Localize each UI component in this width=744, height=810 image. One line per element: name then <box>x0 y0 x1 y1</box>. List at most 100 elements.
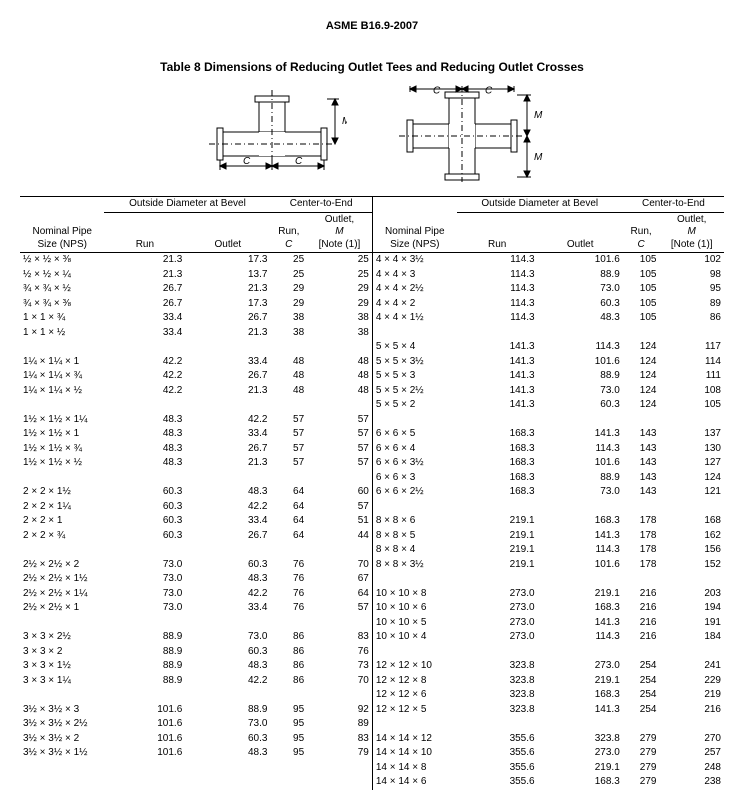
m-cell: 257 <box>659 746 724 761</box>
nps-cell: 3 × 3 × 1½ <box>20 659 104 674</box>
outlet-cell: 114.3 <box>538 340 623 355</box>
nps-cell: 3½ × 3½ × 2½ <box>20 717 104 732</box>
nps-cell: 1½ × 1½ × ½ <box>20 456 104 471</box>
m-cell: 89 <box>307 717 372 732</box>
outlet-cell: 60.3 <box>538 398 623 413</box>
run-cell: 60.3 <box>104 500 185 515</box>
c-cell: 76 <box>270 601 307 616</box>
run-cell: 355.6 <box>457 746 538 761</box>
run-cell: 60.3 <box>104 514 185 529</box>
nps-cell: 4 × 4 × 3½ <box>372 253 456 268</box>
table-header: Nominal Pipe Size (NPS) Outside Diameter… <box>20 197 724 253</box>
c-cell: 216 <box>623 601 660 616</box>
table-row: 8 × 8 × 4219.1114.3178156 <box>20 543 724 558</box>
run-cell: 21.3 <box>104 268 185 283</box>
c-cell: 279 <box>623 761 660 776</box>
run-cell: 73.0 <box>104 558 185 573</box>
m-cell: 98 <box>659 268 724 283</box>
m-cell: 48 <box>307 355 372 370</box>
c-cell: 254 <box>623 703 660 718</box>
nps-cell: 6 × 6 × 3 <box>372 471 456 486</box>
m-cell: 48 <box>307 384 372 399</box>
m-cell: 229 <box>659 674 724 689</box>
c-cell: 178 <box>623 558 660 573</box>
c-cell: 64 <box>270 500 307 515</box>
nps-cell: 12 × 12 × 8 <box>372 674 456 689</box>
c-cell: 25 <box>270 253 307 268</box>
m-cell: 44 <box>307 529 372 544</box>
tee-diagram: M C C <box>197 84 347 174</box>
nps-cell: 2 × 2 × 1½ <box>20 485 104 500</box>
outlet-cell: 26.7 <box>185 311 270 326</box>
m-cell: 111 <box>659 369 724 384</box>
table-row: 1¼ × 1¼ × 142.233.448485 × 5 × 3½141.310… <box>20 355 724 370</box>
nps-cell: ½ × ½ × ¼ <box>20 268 104 283</box>
run-cell: 219.1 <box>457 514 538 529</box>
nps-cell: 4 × 4 × 1½ <box>372 311 456 326</box>
m-cell: 38 <box>307 326 372 341</box>
nps-cell: 1½ × 1½ × 1 <box>20 427 104 442</box>
outlet-cell: 48.3 <box>185 572 270 587</box>
c-cell: 279 <box>623 732 660 747</box>
c-cell: 178 <box>623 543 660 558</box>
c-cell: 38 <box>270 311 307 326</box>
c-cell: 29 <box>270 282 307 297</box>
data-table: Nominal Pipe Size (NPS) Outside Diameter… <box>20 196 724 790</box>
table-row: ½ × ½ × ⅜21.317.325254 × 4 × 3½114.3101.… <box>20 253 724 268</box>
run-cell: 355.6 <box>457 775 538 790</box>
nps-cell: 1½ × 1½ × 1¼ <box>20 413 104 428</box>
nps-cell: 8 × 8 × 3½ <box>372 558 456 573</box>
table-row: 5 × 5 × 4141.3114.3124117 <box>20 340 724 355</box>
run-cell: 48.3 <box>104 442 185 457</box>
c-cell: 178 <box>623 514 660 529</box>
run-cell: 323.8 <box>457 688 538 703</box>
m-cell: 51 <box>307 514 372 529</box>
run-cell: 114.3 <box>457 282 538 297</box>
run-cell: 273.0 <box>457 630 538 645</box>
nps-cell: 4 × 4 × 2½ <box>372 282 456 297</box>
run-cell: 141.3 <box>457 369 538 384</box>
run-cell: 73.0 <box>104 587 185 602</box>
table-row: 2 × 2 × 1¼60.342.26457 <box>20 500 724 515</box>
c-cell: 216 <box>623 630 660 645</box>
c-cell: 86 <box>270 674 307 689</box>
table-row: 1½ × 1½ × 148.333.457576 × 6 × 5168.3141… <box>20 427 724 442</box>
m-cell: 60 <box>307 485 372 500</box>
table-row: 1½ × 1½ × ½48.321.357576 × 6 × 3½168.310… <box>20 456 724 471</box>
outlet-cell: 101.6 <box>538 355 623 370</box>
c-cell: 95 <box>270 732 307 747</box>
run-cell: 168.3 <box>457 456 538 471</box>
c-cell: 76 <box>270 572 307 587</box>
c-cell: 76 <box>270 558 307 573</box>
nps-cell: 14 × 14 × 10 <box>372 746 456 761</box>
c-cell: 64 <box>270 485 307 500</box>
table-row: 1½ × 1½ × ¾48.326.757576 × 6 × 4168.3114… <box>20 442 724 457</box>
outlet-cell: 141.3 <box>538 616 623 631</box>
m-cell: 89 <box>659 297 724 312</box>
m-cell: 130 <box>659 442 724 457</box>
tee-m-label: M <box>342 116 347 127</box>
th-run-c-r: Run,C <box>623 212 660 253</box>
m-cell: 57 <box>307 456 372 471</box>
nps-cell: 5 × 5 × 2½ <box>372 384 456 399</box>
c-cell: 48 <box>270 384 307 399</box>
c-cell: 124 <box>623 369 660 384</box>
nps-cell: ¾ × ¾ × ½ <box>20 282 104 297</box>
m-cell: 25 <box>307 268 372 283</box>
c-cell: 57 <box>270 427 307 442</box>
th-outlet-m-l: Outlet,M[Note (1)] <box>307 212 372 253</box>
run-cell: 219.1 <box>457 558 538 573</box>
c-cell: 38 <box>270 326 307 341</box>
nps-cell: 2½ × 2½ × 2 <box>20 558 104 573</box>
m-cell: 67 <box>307 572 372 587</box>
nps-cell: 3½ × 3½ × 2 <box>20 732 104 747</box>
m-cell: 48 <box>307 369 372 384</box>
nps-cell: 8 × 8 × 5 <box>372 529 456 544</box>
c-cell: 254 <box>623 674 660 689</box>
nps-cell: 4 × 4 × 3 <box>372 268 456 283</box>
run-cell: 101.6 <box>104 746 185 761</box>
c-cell: 105 <box>623 282 660 297</box>
nps-cell: 14 × 14 × 8 <box>372 761 456 776</box>
c-cell: 124 <box>623 384 660 399</box>
m-cell: 216 <box>659 703 724 718</box>
